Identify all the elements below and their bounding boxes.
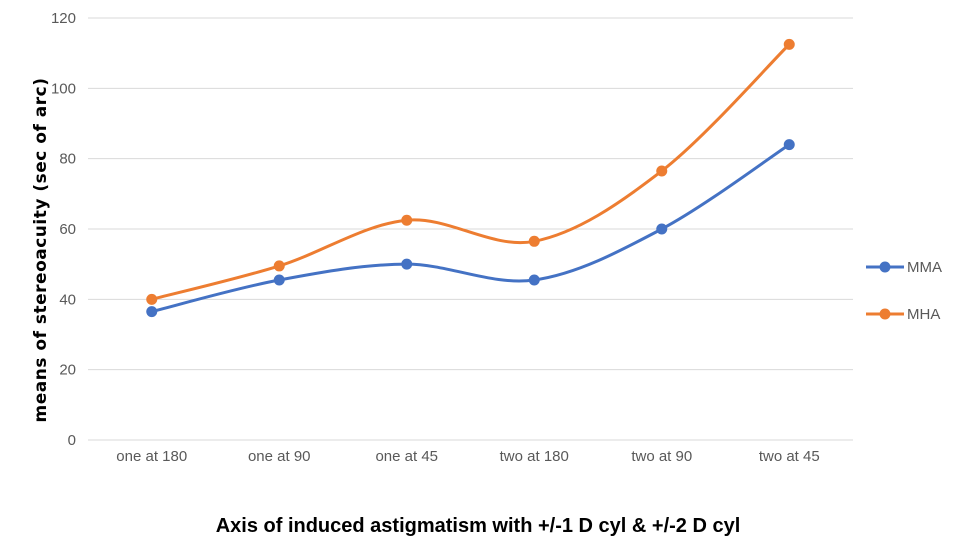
series-line-mha [150,42,791,301]
x-tick-label: one at 180 [116,448,187,465]
y-tick-label: 100 [51,80,76,97]
series-mma [146,139,795,318]
legend-item-mha: MHA [866,306,940,323]
x-tick-label: two at 90 [631,448,692,465]
series-mha [146,38,795,305]
data-point-mha [528,235,540,247]
legend-marker [879,308,891,320]
x-tick-label: one at 90 [248,448,311,465]
y-tick-label: 120 [51,10,76,27]
gridlines [88,17,853,441]
y-tick-label: 20 [59,362,76,379]
data-point-mma [273,274,285,286]
y-axis-label: means of stereoacuity (sec of arc) [31,78,51,423]
y-axis-ticks: 0 20 40 60 80 100 120 [51,10,76,449]
series-line-mma [150,143,791,314]
x-axis-label: Axis of induced astigmatism with +/-1 D … [216,515,741,537]
y-tick-label: 60 [59,221,76,238]
y-tick-label: 40 [59,291,76,308]
data-point-mha [656,165,668,177]
data-point-mma [656,223,668,235]
legend-label: MHA [907,306,940,323]
x-tick-label: two at 45 [759,448,820,465]
legend-label: MMA [907,259,942,276]
series-group [146,38,795,318]
x-tick-label: one at 45 [375,448,438,465]
data-point-mha [401,214,413,226]
x-axis-ticks: one at 180 one at 90 one at 45 two at 180 tw… [116,448,819,465]
legend-item-mma: MMA [866,259,942,276]
data-point-mha [783,38,795,50]
y-tick-label: 0 [68,432,76,449]
legend: MMA MHA [866,259,942,323]
y-tick-label: 80 [59,151,76,168]
data-point-mma [146,306,158,318]
legend-marker [879,261,891,273]
x-tick-label: two at 180 [500,448,569,465]
data-point-mma [783,139,795,151]
data-point-mha [273,260,285,272]
data-point-mma [401,258,413,270]
data-point-mha [146,293,158,305]
data-point-mma [528,274,540,286]
